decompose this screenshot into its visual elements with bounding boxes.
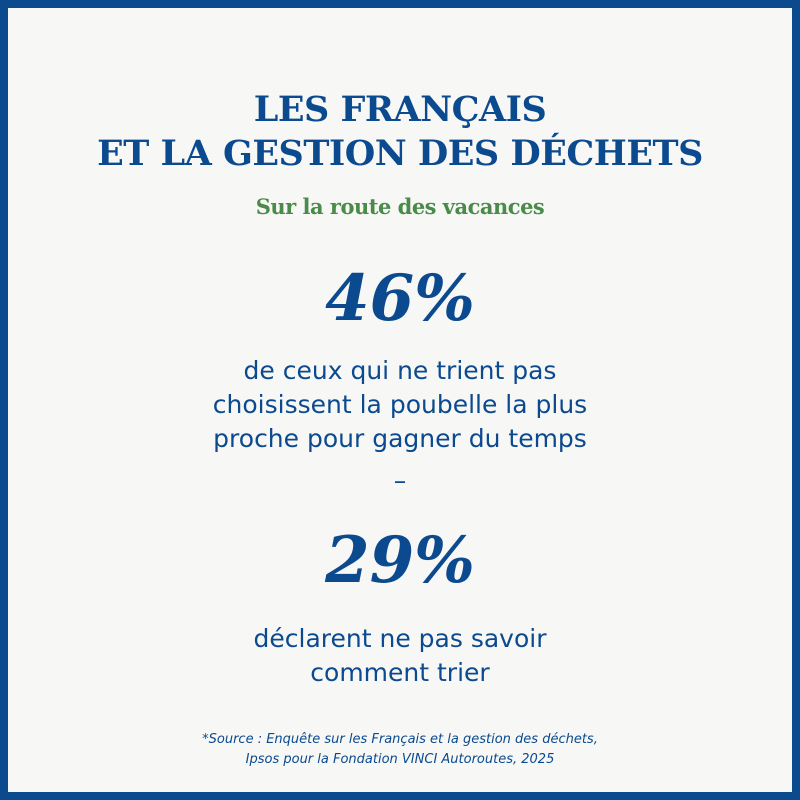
stat-description-line: de ceux qui ne trient pas [243, 356, 557, 385]
source-line-2: Ipsos pour la Fondation VINCI Autoroutes… [245, 752, 555, 767]
separator-dash: – [393, 466, 407, 495]
source-note: *Source : Enquête sur les Français et la… [8, 730, 792, 770]
source-line-1: *Source : Enquête sur les Français et la… [202, 732, 598, 747]
subtitle: Sur la route des vacances [255, 194, 545, 219]
stat-description-1: de ceux qui ne trient pas choisissent la… [8, 354, 792, 456]
stat-description-line: comment trier [310, 658, 490, 687]
page-title: LES FRANÇAIS ET LA GESTION DES DÉCHETS [8, 88, 792, 176]
stat-value-46: 46% [325, 261, 475, 336]
title-line-1: LES FRANÇAIS [253, 89, 547, 130]
stat-description-2: déclarent ne pas savoir comment trier [8, 622, 792, 690]
title-line-2: ET LA GESTION DES DÉCHETS [97, 133, 703, 174]
stat-description-line: choisissent la poubelle la plus [212, 390, 588, 419]
stat-value-29: 29% [325, 523, 475, 598]
stat-description-line: proche pour gagner du temps [213, 424, 587, 453]
stat-description-line: déclarent ne pas savoir [253, 624, 547, 653]
